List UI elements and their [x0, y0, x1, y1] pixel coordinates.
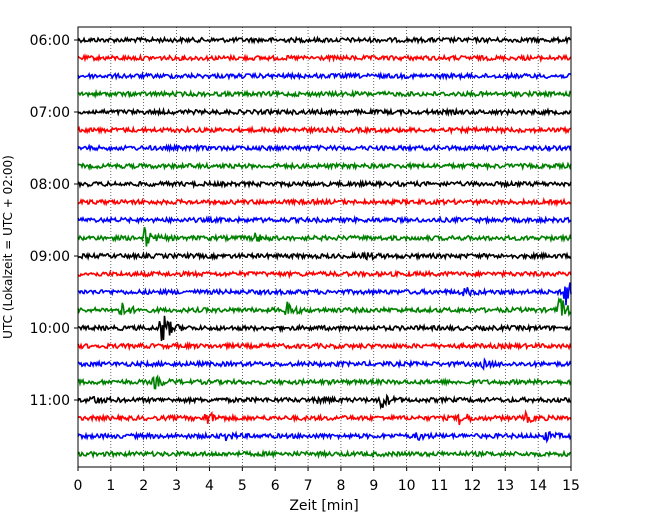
y-tick-label: 08:00	[30, 177, 70, 193]
trace-row-06:45	[77, 88, 572, 99]
x-tick-label: 11	[431, 478, 449, 494]
trace-row-06:00	[77, 35, 571, 45]
trace-row-10:45	[77, 374, 572, 390]
x-tick-label: 14	[529, 478, 547, 494]
y-tick-label: 11:00	[30, 393, 70, 409]
y-tick-label: 07:00	[30, 105, 70, 121]
x-tick-label: 6	[271, 478, 280, 494]
trace-row-06:15	[77, 53, 572, 63]
plot-frame	[77, 26, 572, 468]
y-tick-label: 06:00	[30, 33, 70, 49]
x-tick-label: 4	[205, 478, 214, 494]
trace-row-07:15	[77, 125, 572, 136]
trace-row-11:45	[78, 448, 572, 460]
trace-row-08:45	[77, 226, 572, 247]
trace-row-10:00	[77, 315, 572, 341]
trace-row-08:15	[77, 196, 572, 208]
trace-row-10:15	[77, 340, 572, 352]
x-tick-label: 7	[304, 478, 313, 494]
x-tick-label: 1	[106, 478, 115, 494]
x-tick-label: 0	[74, 478, 83, 494]
x-tick-label: 12	[463, 478, 481, 494]
trace-row-08:30	[77, 214, 572, 226]
x-tick-label: 2	[139, 478, 148, 494]
trace-row-06:30	[77, 70, 572, 82]
x-tick-label: 5	[238, 478, 247, 494]
trace-row-07:30	[77, 142, 572, 154]
seismic-traces	[77, 35, 572, 460]
trace-row-11:30	[77, 430, 572, 444]
trace-row-09:00	[77, 250, 572, 262]
trace-row-08:00	[77, 178, 572, 190]
trace-row-10:30	[77, 357, 572, 371]
trace-row-11:15	[77, 408, 572, 426]
trace-row-09:15	[77, 269, 572, 280]
x-tick-label: 9	[369, 478, 378, 494]
x-axis-ticks: 0 1 2 3 4 5 6 7 8 9 10 11 12 13 14 15	[74, 467, 580, 494]
x-tick-label: 3	[172, 478, 181, 494]
x-tick-label: 15	[562, 478, 580, 494]
trace-row-09:45	[77, 296, 572, 317]
y-axis-ticks: 06:00 07:00 08:00 09:00 10:00 11:00	[30, 33, 78, 409]
x-tick-label: 8	[336, 478, 345, 494]
trace-row-11:00	[77, 393, 572, 410]
trace-row-07:00	[77, 106, 572, 118]
x-tick-label: 13	[496, 478, 514, 494]
grid-lines	[110, 27, 539, 467]
x-tick-label: 10	[398, 478, 416, 494]
y-tick-label: 10:00	[30, 321, 70, 337]
y-axis-label: UTC (Lokalzeit = UTC + 02:00)	[1, 155, 15, 339]
trace-row-09:30	[77, 282, 572, 306]
x-axis-label: Zeit [min]	[289, 498, 358, 514]
trace-row-07:45	[77, 161, 572, 172]
y-tick-label: 09:00	[30, 249, 70, 265]
